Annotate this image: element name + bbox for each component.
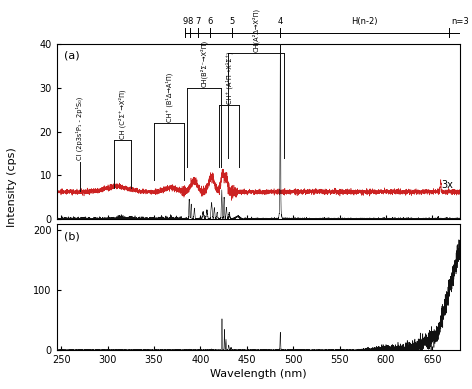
Text: 4: 4 (278, 17, 283, 26)
Text: 3x: 3x (441, 180, 453, 190)
Text: 5: 5 (229, 17, 235, 26)
Text: CH⁺ (A¹Π→X¹Σ⁺): CH⁺ (A¹Π→X¹Σ⁺) (226, 51, 233, 104)
Text: n=3: n=3 (451, 17, 469, 26)
X-axis label: Wavelength (nm): Wavelength (nm) (210, 369, 307, 379)
Text: CH(A²Δ→X²Π): CH(A²Δ→X²Π) (253, 7, 260, 52)
Text: (a): (a) (64, 51, 80, 61)
Text: Cl (2p3s¹P₁ - 2p¹S₀): Cl (2p3s¹P₁ - 2p¹S₀) (75, 96, 83, 160)
Text: CH (C²Σ⁺→X²Π): CH (C²Σ⁺→X²Π) (119, 89, 126, 139)
Text: Intensity (cps): Intensity (cps) (7, 147, 17, 227)
Text: CH⁺ (B¹Δ→A¹Π): CH⁺ (B¹Δ→A¹Π) (165, 72, 173, 121)
Text: 8: 8 (187, 17, 193, 26)
Text: 6: 6 (207, 17, 212, 26)
Text: 7: 7 (195, 17, 200, 26)
Text: 9: 9 (183, 17, 188, 26)
Text: CH(B²Σ⁻→X²Π): CH(B²Σ⁻→X²Π) (200, 39, 207, 87)
Text: H(n-2): H(n-2) (352, 17, 378, 26)
Text: (b): (b) (64, 231, 80, 242)
